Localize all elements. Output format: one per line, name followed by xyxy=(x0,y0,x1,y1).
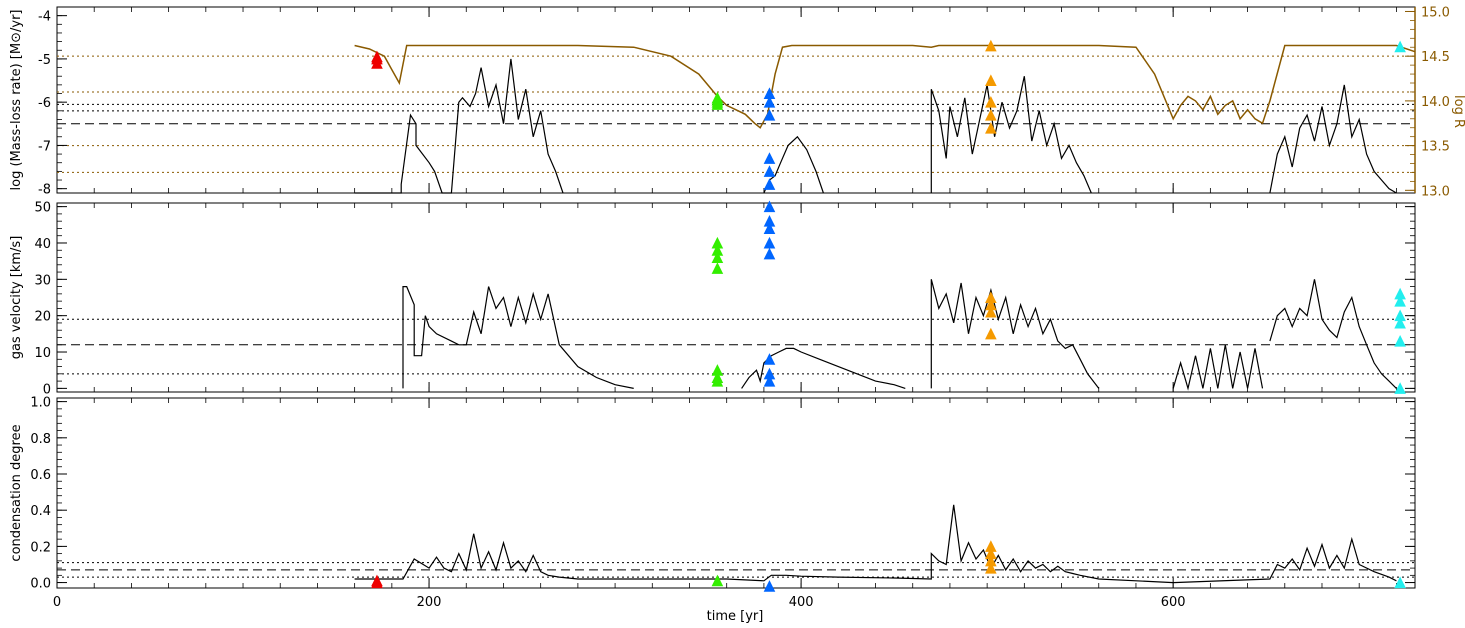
marker-blue xyxy=(763,374,776,387)
marker-blue xyxy=(763,247,776,260)
marker-orange xyxy=(985,39,997,52)
right-axis-tick-label: 14.5 xyxy=(1421,50,1450,65)
marker-blue xyxy=(763,236,776,249)
y-tick-label: -5 xyxy=(38,53,51,68)
marker-cyan xyxy=(1394,334,1406,347)
marker-blue xyxy=(763,200,776,213)
y-axis-label: gas velocity [km/s] xyxy=(9,236,24,360)
marker-red xyxy=(371,57,383,69)
series-line-velocity xyxy=(1172,344,1264,391)
series-line-mass-loss xyxy=(930,76,1092,194)
right-axis-tick-label: 13.5 xyxy=(1421,140,1450,155)
marker-green xyxy=(711,364,724,376)
series-line-velocity xyxy=(741,347,906,389)
marker-blue xyxy=(763,109,776,121)
marker-orange xyxy=(985,327,997,340)
panel-frame xyxy=(56,397,1416,589)
series-line-mass-loss xyxy=(763,135,824,194)
marker-orange xyxy=(985,121,997,134)
series-line-velocity xyxy=(402,286,634,389)
marker-cyan xyxy=(1394,576,1406,589)
y-tick-label: 0.2 xyxy=(30,540,51,555)
marker-orange xyxy=(985,305,997,318)
series-line-mass-loss xyxy=(1269,84,1397,194)
marker-orange xyxy=(985,109,997,121)
marker-cyan xyxy=(1394,295,1406,307)
marker-blue xyxy=(763,353,776,365)
marker-cyan xyxy=(1394,316,1406,329)
marker-red xyxy=(371,574,383,587)
y-tick-label: 0.4 xyxy=(30,504,51,519)
y-tick-label: 0.6 xyxy=(30,468,51,483)
y-tick-label: -4 xyxy=(38,10,51,25)
right-axis-tick-label: 13.0 xyxy=(1421,184,1450,199)
y-tick-label: 50 xyxy=(34,201,51,216)
marker-blue xyxy=(763,367,776,380)
x-tick-label: 200 xyxy=(417,595,442,610)
x-tick-label: 0 xyxy=(53,595,61,610)
y-tick-label: 40 xyxy=(34,237,51,252)
panel-1 xyxy=(56,6,1416,194)
y-tick-label: 0 xyxy=(43,382,51,397)
y-tick-label: 30 xyxy=(34,273,51,288)
y-axis-label: log (Mass-loss rate) [M⊙/yr] xyxy=(9,10,24,191)
y-tick-label: 0.8 xyxy=(30,432,51,447)
series-line-condensation xyxy=(354,504,1397,584)
y-tick-label: -7 xyxy=(38,139,51,154)
marker-cyan xyxy=(1394,382,1406,394)
marker-blue xyxy=(763,96,776,108)
radius-line xyxy=(354,44,1416,129)
x-tick-label: 600 xyxy=(1161,595,1186,610)
marker-orange xyxy=(985,561,997,574)
y-tick-label: -6 xyxy=(38,96,51,111)
marker-red xyxy=(371,50,383,63)
marker-blue xyxy=(763,87,776,100)
marker-blue xyxy=(763,165,776,177)
x-axis-label: time [yr] xyxy=(707,609,764,624)
marker-blue xyxy=(763,580,776,592)
marker-blue xyxy=(763,152,776,164)
y-axis-label: condensation degree xyxy=(9,424,24,561)
marker-green xyxy=(711,374,724,387)
marker-orange xyxy=(985,74,997,87)
series-line-velocity xyxy=(1269,279,1397,389)
y-tick-label: -8 xyxy=(38,183,51,198)
y-tick-label: 10 xyxy=(34,346,51,361)
marker-green xyxy=(711,98,724,110)
marker-green xyxy=(711,262,724,274)
marker-green xyxy=(711,574,724,587)
y-tick-label: 0.0 xyxy=(30,577,51,592)
panel-3 xyxy=(56,397,1416,592)
right-axis-tick-label: 14.0 xyxy=(1421,95,1450,110)
panel-frame xyxy=(56,202,1416,393)
y-tick-label: 1.0 xyxy=(30,396,51,411)
right-axis-label: log R xyxy=(1451,95,1465,128)
marker-blue xyxy=(763,178,776,190)
marker-orange xyxy=(985,96,997,108)
right-axis-tick-label: 15.0 xyxy=(1421,5,1450,20)
panel-2 xyxy=(56,200,1416,394)
marker-blue xyxy=(763,222,776,234)
series-line-mass-loss xyxy=(354,58,564,194)
y-tick-label: 20 xyxy=(34,310,51,325)
marker-cyan xyxy=(1394,40,1406,53)
series-line-velocity xyxy=(930,279,1100,389)
x-tick-label: 400 xyxy=(789,595,814,610)
